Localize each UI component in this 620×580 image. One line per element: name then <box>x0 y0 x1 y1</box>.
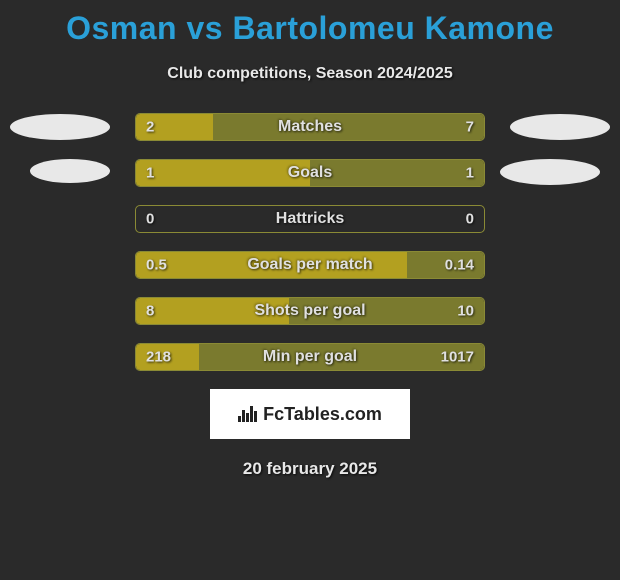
page-title: Osman vs Bartolomeu Kamone <box>0 0 620 47</box>
stat-label: Shots per goal <box>254 302 365 320</box>
player2-oval-icon <box>510 114 610 140</box>
player1-oval-icon <box>10 114 110 140</box>
stat-value-right: 1017 <box>441 349 474 366</box>
stat-value-left: 1 <box>146 165 154 182</box>
date-text: 20 february 2025 <box>0 459 620 479</box>
stat-value-left: 2 <box>146 119 154 136</box>
stat-row: 1 Goals 1 <box>0 159 620 187</box>
stat-value-left: 0 <box>146 211 154 228</box>
stat-value-right: 7 <box>466 119 474 136</box>
stats-area: 2 Matches 7 1 Goals 1 0 Hattricks 0 0. <box>0 113 620 371</box>
stat-bar: 218 Min per goal 1017 <box>135 343 485 371</box>
bar-chart-icon <box>238 406 257 422</box>
stat-bar: 0.5 Goals per match 0.14 <box>135 251 485 279</box>
player1-oval-icon <box>30 159 110 183</box>
stat-row: 0 Hattricks 0 <box>0 205 620 233</box>
stat-label: Goals <box>288 164 332 182</box>
subtitle: Club competitions, Season 2024/2025 <box>0 65 620 83</box>
stat-row: 8 Shots per goal 10 <box>0 297 620 325</box>
stat-bar-right <box>310 160 484 186</box>
stat-row: 2 Matches 7 <box>0 113 620 141</box>
stat-bar: 1 Goals 1 <box>135 159 485 187</box>
stat-row: 218 Min per goal 1017 <box>0 343 620 371</box>
stat-bar-right <box>213 114 484 140</box>
branding-badge: FcTables.com <box>210 389 410 439</box>
stat-value-right: 0.14 <box>445 257 474 274</box>
player2-oval-icon <box>500 159 600 185</box>
stat-value-left: 0.5 <box>146 257 167 274</box>
stat-bar-left <box>136 160 310 186</box>
stat-value-right: 10 <box>457 303 474 320</box>
stat-value-right: 1 <box>466 165 474 182</box>
stat-label: Matches <box>278 118 342 136</box>
stat-value-left: 218 <box>146 349 171 366</box>
stat-row: 0.5 Goals per match 0.14 <box>0 251 620 279</box>
stat-label: Hattricks <box>276 210 344 228</box>
stat-value-right: 0 <box>466 211 474 228</box>
stat-bar: 2 Matches 7 <box>135 113 485 141</box>
stat-value-left: 8 <box>146 303 154 320</box>
stat-bar: 0 Hattricks 0 <box>135 205 485 233</box>
branding-text: FcTables.com <box>263 404 382 425</box>
stat-label: Goals per match <box>247 256 372 274</box>
stat-label: Min per goal <box>263 348 357 366</box>
stat-bar: 8 Shots per goal 10 <box>135 297 485 325</box>
